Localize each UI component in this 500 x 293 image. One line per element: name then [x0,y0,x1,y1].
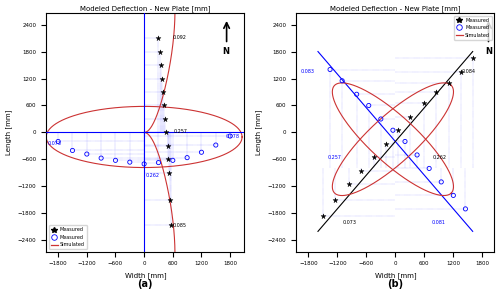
Point [169,158,177,163]
Y-axis label: Length [mm]: Length [mm] [6,110,12,155]
Point [83,152,91,156]
Point [166,171,173,175]
Text: 0.081: 0.081 [432,220,446,225]
Point [159,90,167,94]
Point [162,130,170,135]
Text: 0.257: 0.257 [174,129,188,134]
Text: 0.262: 0.262 [146,173,160,178]
Point [319,213,327,218]
Point [462,207,469,211]
Point [468,56,476,61]
Point [338,79,346,83]
Point [164,144,172,148]
Text: 0.084: 0.084 [462,69,476,74]
Point [377,117,385,121]
Point [226,134,234,138]
Text: (a): (a) [138,279,153,289]
Legend: Measured, Measured, Simulated: Measured, Measured, Simulated [454,16,492,40]
Point [432,90,440,94]
Text: 0.083: 0.083 [301,69,315,74]
Text: (b): (b) [388,279,404,289]
Text: 0.262: 0.262 [433,155,447,160]
Point [331,197,339,202]
Point [126,160,134,164]
Legend: Measured, Measured, Simulated: Measured, Measured, Simulated [48,225,87,249]
Point [97,156,105,161]
Point [198,150,205,155]
Point [112,158,120,163]
Point [456,69,464,74]
Point [382,141,390,146]
Point [420,101,428,105]
Text: N: N [486,47,492,56]
Text: 0.085: 0.085 [172,224,186,229]
Point [156,49,164,54]
Point [168,222,175,227]
Point [370,155,378,159]
Point [425,166,433,171]
Point [161,117,169,121]
X-axis label: Width [mm]: Width [mm] [124,272,166,279]
Point [212,143,220,147]
Point [450,193,458,198]
Point [68,148,76,153]
Point [326,67,334,72]
Point [160,103,168,108]
Text: 0.092: 0.092 [172,35,186,40]
Point [394,128,402,132]
Point [158,76,166,81]
Point [164,157,172,162]
Text: 0.257: 0.257 [328,155,342,160]
Point [154,36,162,40]
Point [346,182,354,187]
Point [158,63,166,67]
Point [438,180,446,184]
Point [183,155,191,160]
Y-axis label: Length [mm]: Length [mm] [256,110,262,155]
Point [389,128,397,132]
Point [413,153,421,157]
Point [444,81,452,85]
Point [352,92,360,97]
Title: Modeled Deflection - New Plate [mm]: Modeled Deflection - New Plate [mm] [80,6,210,12]
Text: 0.073: 0.073 [48,141,62,146]
Text: 0.078: 0.078 [226,134,239,139]
Text: N: N [222,47,230,56]
Title: Modeled Deflection - New Plate [mm]: Modeled Deflection - New Plate [mm] [330,6,460,12]
Point [140,162,148,166]
Text: 0.073: 0.073 [342,220,356,225]
Point [154,160,162,165]
Point [406,114,414,119]
Point [166,197,174,202]
Point [401,139,409,144]
X-axis label: Width [mm]: Width [mm] [374,272,416,279]
Point [54,139,62,144]
Point [358,168,366,173]
Point [364,103,372,108]
